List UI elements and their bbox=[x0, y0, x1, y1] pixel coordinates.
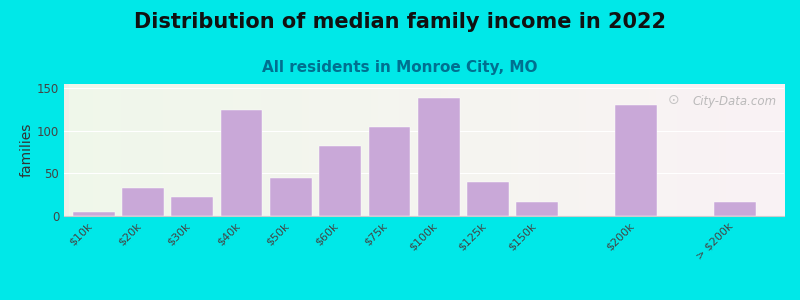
Bar bbox=[319, 146, 361, 216]
Bar bbox=[270, 178, 312, 216]
Bar bbox=[615, 105, 657, 216]
Bar bbox=[418, 98, 460, 216]
Bar bbox=[122, 188, 164, 216]
Bar bbox=[714, 202, 756, 216]
Bar bbox=[467, 182, 509, 216]
Text: All residents in Monroe City, MO: All residents in Monroe City, MO bbox=[262, 60, 538, 75]
Bar bbox=[171, 197, 213, 216]
Bar bbox=[369, 128, 410, 216]
Bar bbox=[221, 110, 262, 216]
Text: City-Data.com: City-Data.com bbox=[693, 94, 777, 108]
Bar bbox=[73, 212, 114, 216]
Text: ⊙: ⊙ bbox=[668, 93, 680, 107]
Text: Distribution of median family income in 2022: Distribution of median family income in … bbox=[134, 12, 666, 32]
Y-axis label: families: families bbox=[20, 123, 34, 177]
Bar bbox=[517, 202, 558, 216]
